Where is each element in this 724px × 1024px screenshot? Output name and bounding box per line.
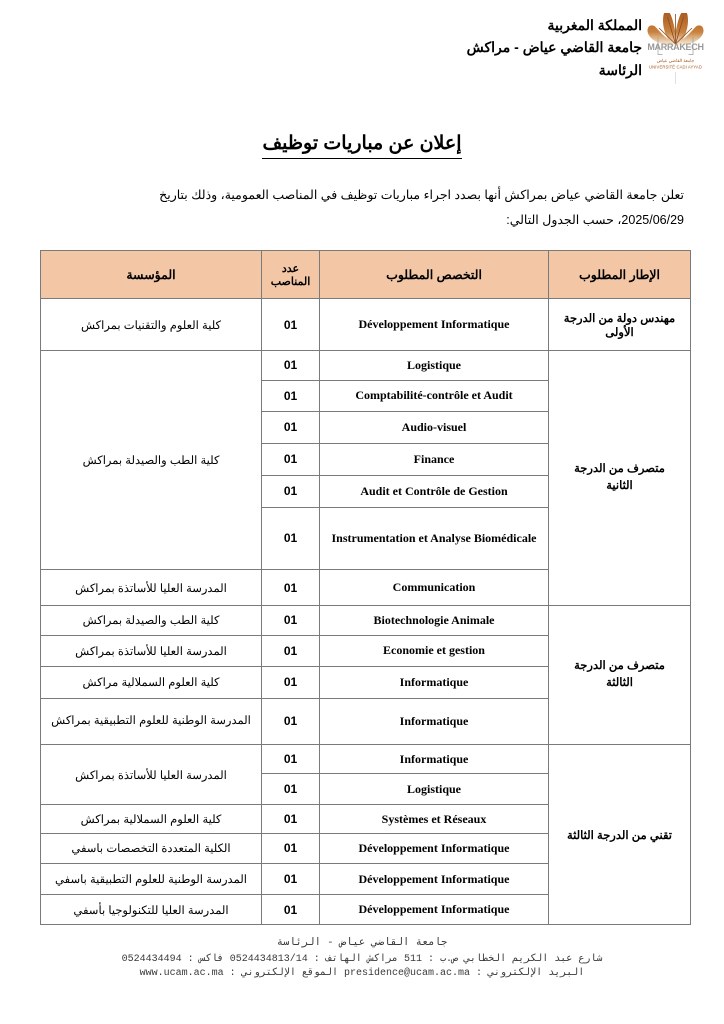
svg-text:UNIVERSITÉ CADI AYYAD: UNIVERSITÉ CADI AYYAD xyxy=(649,65,702,70)
svg-text:جامعة القاضي عياض: جامعة القاضي عياض xyxy=(657,58,695,63)
svg-text:MARRAKECH: MARRAKECH xyxy=(647,42,703,52)
